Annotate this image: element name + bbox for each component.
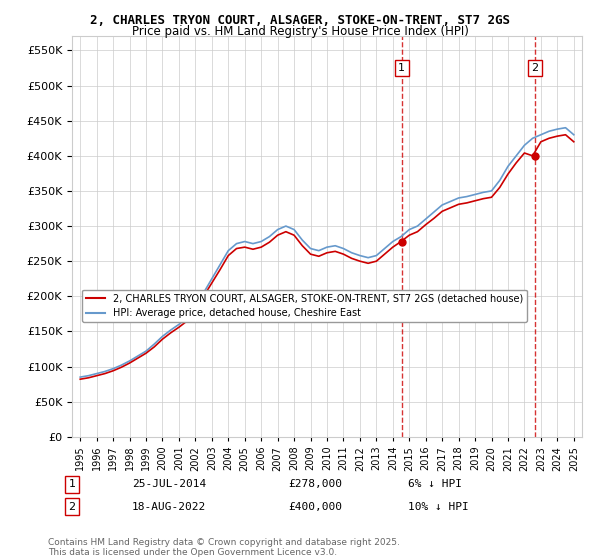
Text: £400,000: £400,000 xyxy=(288,502,342,512)
Text: 6% ↓ HPI: 6% ↓ HPI xyxy=(408,479,462,489)
Text: Price paid vs. HM Land Registry's House Price Index (HPI): Price paid vs. HM Land Registry's House … xyxy=(131,25,469,38)
Text: £278,000: £278,000 xyxy=(288,479,342,489)
Text: 1: 1 xyxy=(398,63,405,73)
Text: 18-AUG-2022: 18-AUG-2022 xyxy=(132,502,206,512)
Text: 2: 2 xyxy=(531,63,538,73)
Text: 1: 1 xyxy=(68,479,76,489)
Text: 10% ↓ HPI: 10% ↓ HPI xyxy=(408,502,469,512)
Text: 2, CHARLES TRYON COURT, ALSAGER, STOKE-ON-TRENT, ST7 2GS: 2, CHARLES TRYON COURT, ALSAGER, STOKE-O… xyxy=(90,14,510,27)
Text: 2: 2 xyxy=(68,502,76,512)
Legend: 2, CHARLES TRYON COURT, ALSAGER, STOKE-ON-TRENT, ST7 2GS (detached house), HPI: : 2, CHARLES TRYON COURT, ALSAGER, STOKE-O… xyxy=(82,290,527,322)
Text: 25-JUL-2014: 25-JUL-2014 xyxy=(132,479,206,489)
Text: Contains HM Land Registry data © Crown copyright and database right 2025.
This d: Contains HM Land Registry data © Crown c… xyxy=(48,538,400,557)
